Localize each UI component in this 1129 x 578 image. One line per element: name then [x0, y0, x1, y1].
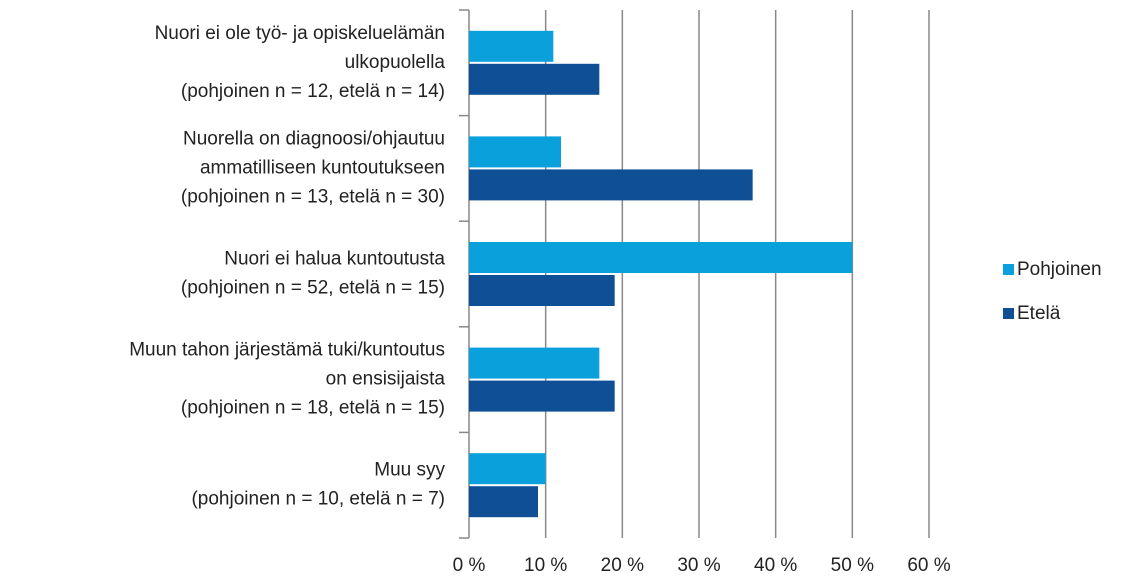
- x-tick-label: 60 %: [907, 555, 950, 576]
- x-tick-label: 0 %: [453, 555, 486, 576]
- legend-label: Pohjoinen: [1017, 259, 1102, 280]
- bar: [469, 136, 561, 168]
- bar: [469, 63, 600, 95]
- y-tick-label: Muu syy (pohjoinen n = 10, etelä n = 7): [191, 460, 445, 510]
- y-tick-label: Nuori ei ole työ- ja opiskeluelämän ulkop…: [155, 23, 446, 102]
- bar: [469, 30, 554, 62]
- x-tick-label: 10 %: [524, 555, 567, 576]
- legend-label: Etelä: [1017, 303, 1061, 324]
- x-tick-label: 30 %: [677, 555, 720, 576]
- bar: [469, 380, 615, 412]
- bar: [469, 453, 546, 485]
- y-tick-label: Nuorella on diagnoosi/ohjautuu ammatillis…: [181, 128, 445, 207]
- bar: [469, 242, 853, 273]
- bar: [469, 275, 615, 306]
- legend-swatch: [1003, 308, 1014, 319]
- x-tick-label: 40 %: [754, 555, 797, 576]
- legend-swatch: [1003, 264, 1014, 275]
- bar: [469, 347, 600, 379]
- bar: [469, 486, 538, 518]
- x-tick-label: 20 %: [601, 555, 644, 576]
- bar: [469, 169, 753, 201]
- y-tick-label: Nuori ei halua kuntoutusta (pohjoinen n =…: [181, 249, 446, 299]
- y-tick-label: Muun tahon järjestämä tuki/kuntoutus on e…: [129, 340, 445, 419]
- x-tick-label: 50 %: [831, 555, 874, 576]
